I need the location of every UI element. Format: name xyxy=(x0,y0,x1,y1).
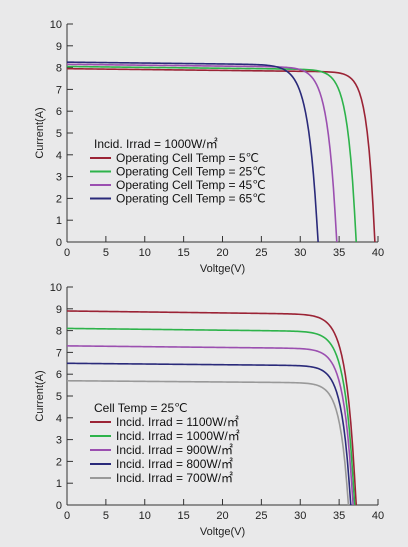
y-tick-label: 10 xyxy=(50,19,62,31)
x-axis-label: Voltge(V) xyxy=(200,526,245,538)
legend-entry-4: Operating Cell Temp = 65℃ xyxy=(116,192,266,206)
y-axis-label: Current(A) xyxy=(34,107,46,158)
series-line-4 xyxy=(66,362,352,506)
x-tick-label: 0 xyxy=(64,510,70,522)
y-tick-label: 3 xyxy=(56,172,62,184)
x-tick-label: 15 xyxy=(178,510,190,522)
y-tick-label: 7 xyxy=(56,347,62,359)
y-tick-label: 5 xyxy=(56,391,62,403)
x-tick-label: 40 xyxy=(372,247,384,259)
y-tick-label: 8 xyxy=(56,63,62,75)
x-tick-label: 30 xyxy=(294,247,306,259)
x-tick-label: 20 xyxy=(216,510,228,522)
y-tick-label: 2 xyxy=(56,193,62,205)
legend-entry-3: Operating Cell Temp = 45℃ xyxy=(116,178,266,192)
y-tick-label: 1 xyxy=(56,215,62,227)
x-tick-label: 15 xyxy=(178,247,190,259)
y-axis-label: Current(A) xyxy=(34,370,46,421)
x-tick-label: 20 xyxy=(216,247,228,259)
legend-entry-1: Operating Cell Temp = 5℃ xyxy=(116,151,259,165)
y-tick-label: 8 xyxy=(56,326,62,338)
x-tick-label: 35 xyxy=(333,510,345,522)
y-tick-label: 6 xyxy=(56,106,62,118)
series-line-1 xyxy=(66,310,358,506)
y-tick-label: 5 xyxy=(56,128,62,140)
series-line-2 xyxy=(66,327,356,506)
legend-entry-2: Incid. Irrad = 1000W/㎡ xyxy=(116,429,240,443)
series-line-3 xyxy=(66,63,338,243)
y-tick-label: 4 xyxy=(56,413,62,425)
y-tick-label: 4 xyxy=(56,150,62,162)
x-tick-label: 40 xyxy=(372,510,384,522)
series-line-5 xyxy=(66,379,350,506)
legend-entry-3: Incid. Irrad = 900W/㎡ xyxy=(116,443,233,457)
x-tick-label: 25 xyxy=(255,510,267,522)
legend-title: Incid. Irrad = 1000W/㎡ xyxy=(94,137,218,151)
y-tick-label: 9 xyxy=(56,304,62,316)
y-tick-label: 7 xyxy=(56,84,62,96)
y-tick-label: 10 xyxy=(50,282,62,294)
legend-entry-1: Incid. Irrad = 1100W/㎡ xyxy=(116,415,239,429)
legend-title: Cell Temp = 25℃ xyxy=(94,401,188,415)
x-tick-label: 0 xyxy=(64,247,70,259)
x-tick-label: 10 xyxy=(139,510,151,522)
legend-entry-2: Operating Cell Temp = 25℃ xyxy=(116,165,266,179)
x-tick-label: 5 xyxy=(103,247,109,259)
y-tick-label: 1 xyxy=(56,478,62,490)
legend-entry-4: Incid. Irrad = 800W/㎡ xyxy=(116,457,233,471)
y-tick-label: 6 xyxy=(56,369,62,381)
y-tick-label: 2 xyxy=(56,456,62,468)
series-line-4 xyxy=(66,61,319,243)
x-tick-label: 5 xyxy=(103,510,109,522)
series-line-2 xyxy=(66,65,358,243)
x-tick-label: 35 xyxy=(333,247,345,259)
chart-1: 0 1 2 3 4 5 6 7 8 9 10 0 5 10 15 20 25 30 35 40 Voltge(V) Cur… xyxy=(34,19,384,275)
x-tick-label: 30 xyxy=(294,510,306,522)
y-tick-label: 0 xyxy=(56,500,62,512)
x-axis-label: Voltge(V) xyxy=(200,263,245,275)
legend-entry-5: Incid. Irrad = 700W/㎡ xyxy=(116,471,233,485)
x-tick-label: 10 xyxy=(139,247,151,259)
y-tick-label: 9 xyxy=(56,41,62,53)
x-tick-label: 25 xyxy=(255,247,267,259)
series-line-3 xyxy=(66,345,354,506)
chart-2: 0 1 2 3 4 5 6 7 8 9 10 0 5 10 15 20 25 30 35 40 Voltge(V) Cur… xyxy=(34,282,384,538)
y-tick-label: 0 xyxy=(56,237,62,249)
y-tick-label: 3 xyxy=(56,435,62,447)
